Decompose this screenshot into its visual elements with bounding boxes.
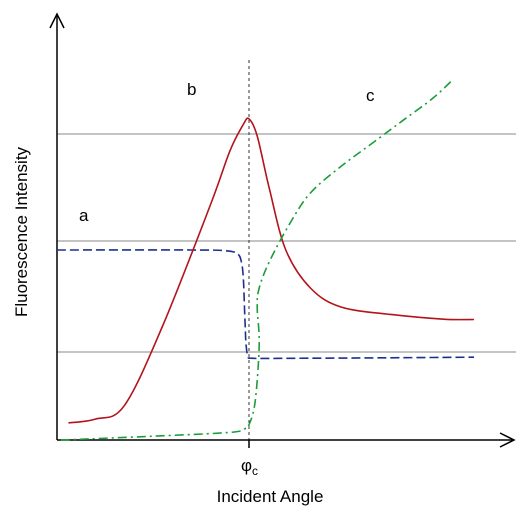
series-a-line	[56, 249, 475, 360]
critical-angle-label: φc	[241, 456, 258, 478]
series-label-b: b	[187, 80, 196, 99]
series-c-line	[60, 78, 455, 441]
series-label-a: a	[79, 206, 89, 225]
x-axis-arrowhead	[499, 432, 516, 448]
critical-angle-symbol: φ	[241, 456, 252, 475]
y-axis-title: Fluorescence Intensity	[12, 146, 31, 317]
y-axis-arrowhead	[49, 12, 65, 29]
critical-angle-subscript: c	[252, 464, 258, 478]
series-label-c: c	[366, 86, 375, 105]
series-b-line	[68, 117, 475, 424]
x-axis-title: Incident Angle	[217, 487, 324, 506]
